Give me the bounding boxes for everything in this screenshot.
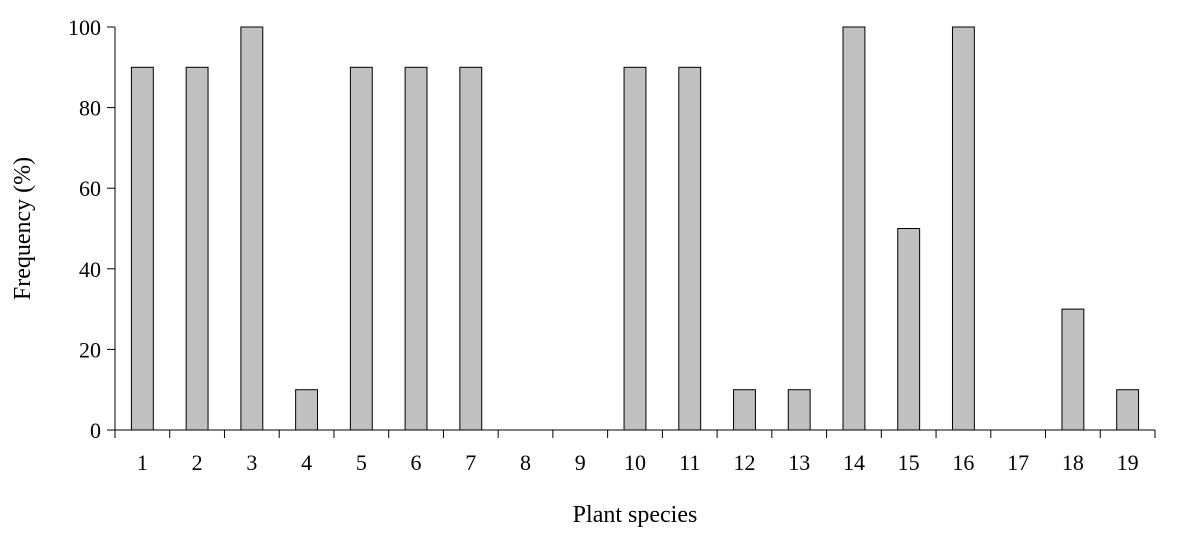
x-tick-label: 9: [575, 450, 586, 475]
x-tick-label: 12: [733, 450, 755, 475]
bar-2: [185, 66, 209, 431]
x-tick-label: 3: [246, 450, 257, 475]
bar-15: [897, 228, 921, 431]
y-tick-label: 100: [68, 15, 101, 40]
bar-14: [842, 26, 866, 431]
bar-16: [951, 26, 975, 431]
x-tick-label: 8: [520, 450, 531, 475]
x-tick-label: 1: [137, 450, 148, 475]
bar-18: [1061, 308, 1085, 431]
x-tick-label: 7: [465, 450, 476, 475]
bar-7: [459, 66, 483, 431]
y-tick-label: 80: [79, 96, 101, 121]
x-tick-label: 2: [192, 450, 203, 475]
bar-19: [1116, 389, 1140, 431]
y-tick-label: 40: [79, 257, 101, 282]
y-tick-label: 0: [90, 418, 101, 443]
x-ticks-group: 1 2 3 4 5 6 7 8 9 10 11 12 13 14 15 16 17 18 19: [114, 430, 1156, 475]
x-tick-label: 5: [356, 450, 367, 475]
x-tick-label: 13: [788, 450, 810, 475]
y-axis-title: Frequency (%): [10, 157, 36, 300]
x-tick-label: 18: [1062, 450, 1084, 475]
bar-13: [787, 389, 811, 431]
x-tick-label: 17: [1007, 450, 1029, 475]
bar-6: [404, 66, 428, 431]
y-tick-label: 60: [79, 176, 101, 201]
x-tick-label: 6: [411, 450, 422, 475]
x-tick-label: 11: [679, 450, 700, 475]
bar-12: [733, 389, 756, 431]
x-tick-label: 19: [1117, 450, 1139, 475]
bar-10: [623, 66, 647, 431]
y-ticks-group: 0 20 40 60 80 100: [68, 15, 115, 443]
bars-group: [130, 26, 1140, 431]
bar-11: [678, 66, 702, 431]
y-tick-label: 20: [79, 337, 101, 362]
x-tick-label: 16: [952, 450, 974, 475]
x-tick-label: 14: [843, 450, 865, 475]
bar-3: [240, 26, 264, 431]
bar-1: [130, 66, 154, 431]
bar-4: [295, 389, 319, 431]
x-tick-label: 15: [898, 450, 920, 475]
x-tick-label: 10: [624, 450, 646, 475]
x-axis-title: Plant species: [573, 502, 698, 528]
x-tick-label: 4: [301, 450, 312, 475]
bar-5: [349, 66, 373, 431]
